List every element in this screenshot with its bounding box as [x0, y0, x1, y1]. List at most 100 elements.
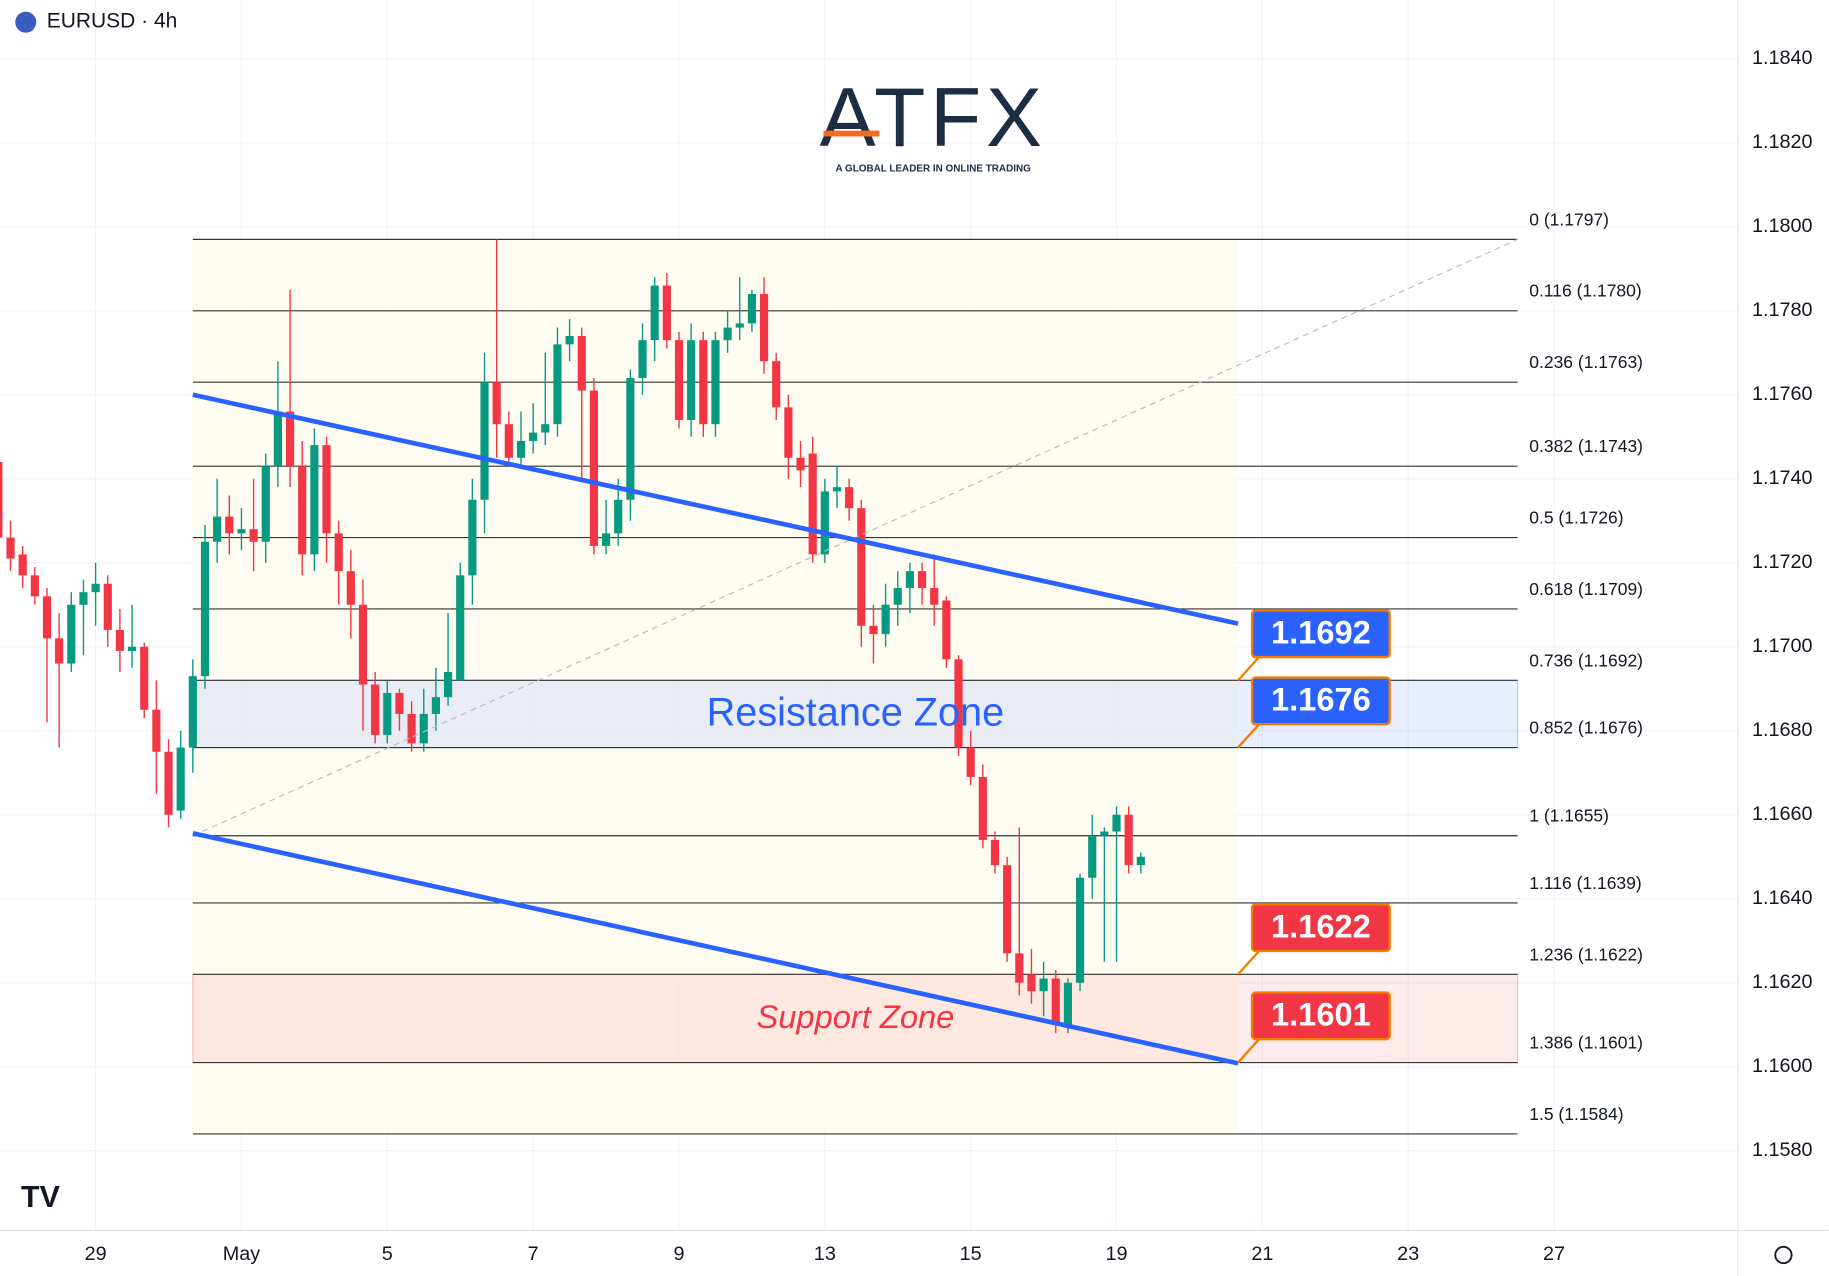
candle-body	[6, 537, 15, 559]
candle-body	[553, 344, 562, 425]
y-tick-label: 1.1840	[1752, 47, 1813, 69]
y-tick-label: 1.1800	[1752, 215, 1813, 237]
label-pointer	[1237, 656, 1260, 682]
fib-label: 0 (1.1797)	[1529, 209, 1609, 229]
candle-body	[431, 697, 440, 714]
fib-label: 0.236 (1.1763)	[1529, 352, 1643, 372]
candle-body	[626, 377, 635, 500]
candle-body	[1063, 982, 1072, 1025]
candle-body	[225, 516, 234, 534]
candle-body	[650, 285, 659, 341]
candle-body	[917, 571, 927, 588]
candle-body	[0, 461, 3, 538]
logo-tagline: A GLOBAL LEADER IN ONLINE TRADING	[835, 164, 1031, 175]
x-tick-label: 13	[814, 1243, 836, 1265]
y-tick-label: 1.1600	[1752, 1055, 1813, 1077]
candle-body	[747, 293, 756, 324]
candle-body	[140, 646, 149, 710]
y-tick-label: 1.1660	[1752, 803, 1813, 825]
x-tick-label: 29	[85, 1243, 107, 1265]
candle-body	[127, 646, 137, 651]
candle-body	[614, 499, 623, 534]
candle-body	[784, 407, 793, 458]
candle-body	[30, 575, 39, 597]
candle-body	[480, 382, 489, 500]
label-text: 1.1692	[1271, 613, 1371, 650]
fib-label: 0.116 (1.1780)	[1529, 281, 1641, 301]
label-box	[1250, 676, 1391, 726]
y-tick-label: 1.1740	[1752, 467, 1813, 489]
candle-body	[687, 340, 696, 420]
y-tick-label: 1.1580	[1752, 1139, 1813, 1161]
fib-label: 0.618 (1.1709)	[1529, 579, 1643, 599]
y-tick-label: 1.1820	[1752, 131, 1813, 153]
y-tick-label: 1.1780	[1752, 299, 1813, 321]
x-tick-label: 21	[1251, 1243, 1273, 1265]
candle-body	[419, 713, 428, 744]
candle-body	[67, 604, 76, 664]
label-box	[1250, 991, 1391, 1041]
channel-line	[192, 392, 1239, 626]
candle-body	[589, 390, 598, 546]
candle-body	[103, 583, 112, 630]
candle-body	[407, 713, 416, 744]
candle-body	[772, 361, 781, 408]
x-tick-label: 7	[528, 1243, 539, 1265]
y-tick-label: 1.1720	[1752, 551, 1813, 573]
x-tick-label: May	[223, 1243, 261, 1265]
candle-body	[990, 839, 1000, 866]
candle-body	[832, 487, 842, 492]
fib-label: 1.116 (1.1639)	[1529, 873, 1641, 893]
y-tick-label: 1.1760	[1752, 383, 1813, 405]
candle-body	[905, 571, 914, 588]
candle-body	[674, 340, 684, 420]
candle-body	[1039, 978, 1048, 992]
symbol-title: EURUSD · 4h	[47, 10, 178, 33]
x-tick-label: 19	[1106, 1243, 1128, 1265]
candle-body	[188, 676, 197, 748]
candle-body	[857, 508, 866, 626]
candle-body	[808, 453, 817, 555]
candle-body	[565, 335, 574, 345]
y-tick-label: 1.1680	[1752, 719, 1813, 741]
label-text: 1.1676	[1271, 681, 1371, 718]
fib-label: 1 (1.1655)	[1529, 806, 1609, 826]
candle-body	[954, 659, 963, 748]
candle-body	[285, 411, 295, 467]
logo-name: ATFX	[820, 70, 1047, 164]
candle-body	[1051, 978, 1060, 1025]
zone-label: Support Zone	[757, 998, 955, 1035]
candle-body	[371, 684, 380, 735]
label-text: 1.1622	[1271, 907, 1371, 944]
candle-body	[1075, 877, 1085, 983]
candle-body	[711, 340, 720, 425]
fib-levels: 0 (1.1797) 0.116 (1.1780) 0.236 (1.1763) 0.…	[192, 209, 1643, 1135]
candle-body	[55, 638, 64, 664]
candle-body	[881, 604, 890, 635]
candle-body	[893, 587, 902, 605]
fib-label: 1.236 (1.1622)	[1529, 944, 1643, 964]
x-tick-label: 23	[1397, 1243, 1419, 1265]
zone-label: Resistance Zone	[707, 691, 1004, 735]
candle-body	[577, 335, 586, 391]
label-text: 1.1601	[1271, 996, 1371, 1033]
fib-label: 0.5 (1.1726)	[1529, 508, 1623, 528]
candle-body	[249, 529, 258, 542]
candle-body	[869, 625, 878, 635]
settings-icon[interactable]	[1774, 1245, 1793, 1265]
candle-body	[273, 411, 282, 467]
candle-body	[796, 457, 805, 471]
candle-body	[298, 466, 307, 555]
candle-body	[699, 340, 708, 425]
candle-body	[1112, 814, 1121, 832]
candle-body	[735, 323, 744, 328]
logo-accent	[823, 130, 880, 137]
candle-body	[942, 600, 951, 660]
candle-body	[176, 747, 185, 811]
x-tick-label: 9	[673, 1243, 684, 1265]
candle-body	[1027, 974, 1036, 992]
candle-body	[638, 340, 647, 378]
candle-body	[504, 424, 513, 458]
candle-body	[346, 571, 355, 605]
